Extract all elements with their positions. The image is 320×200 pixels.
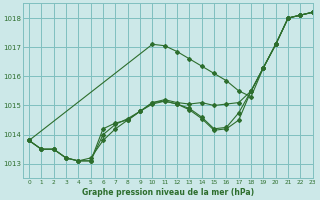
X-axis label: Graphe pression niveau de la mer (hPa): Graphe pression niveau de la mer (hPa) bbox=[82, 188, 254, 197]
